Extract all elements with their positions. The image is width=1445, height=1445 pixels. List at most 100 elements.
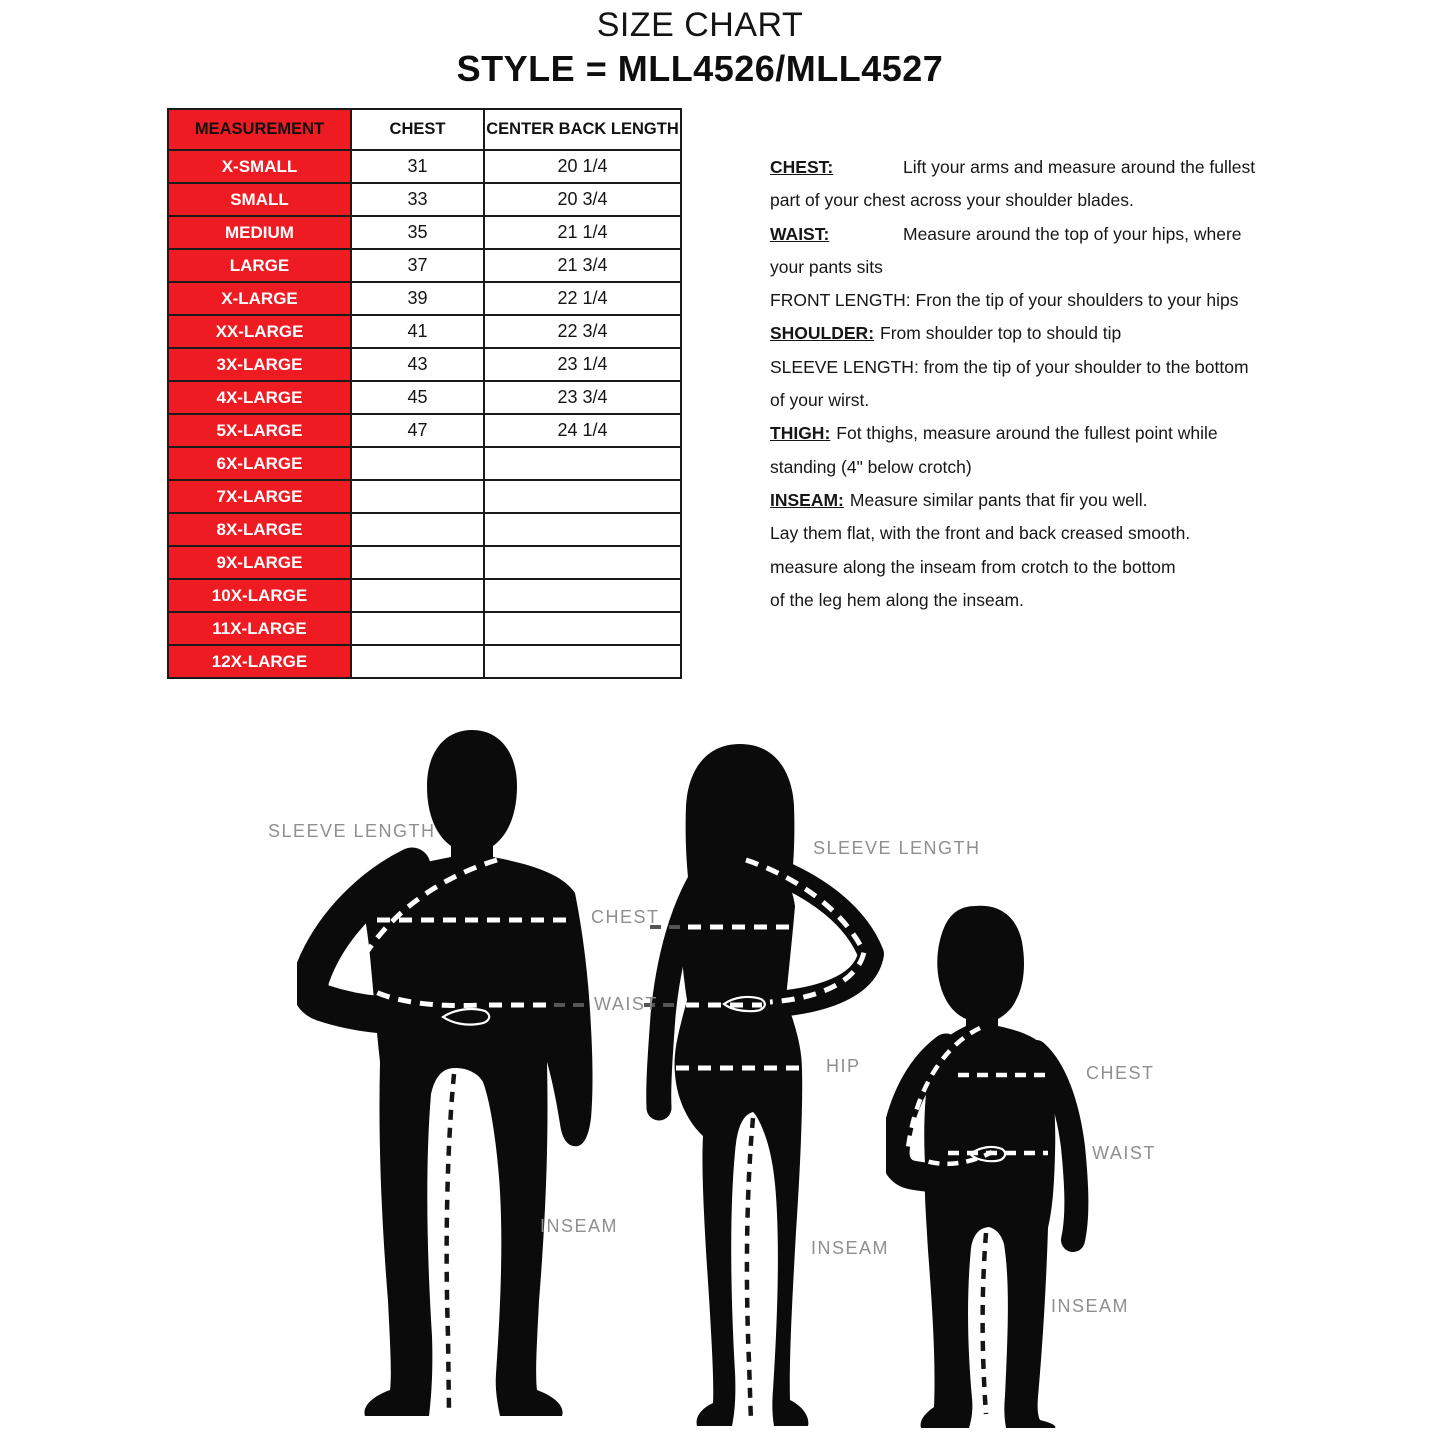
center-back-length-value-cell — [483, 611, 682, 646]
chest-value-cell — [350, 611, 485, 646]
instruction-line: of the leg hem along the inseam. — [770, 584, 1280, 617]
table-row: 8X-LARGE — [167, 512, 682, 547]
woman-silhouette — [644, 744, 884, 1426]
chest-value-cell: 43 — [350, 347, 485, 382]
instruction-line: measure along the inseam from crotch to … — [770, 551, 1280, 584]
man-sleeve-dash-line — [350, 857, 498, 1008]
woman-body — [674, 862, 809, 1426]
chest-value-cell: 47 — [350, 413, 485, 448]
instruction-line: SLEEVE LENGTH: from the tip of your shou… — [770, 351, 1280, 384]
child-inseam-label: INSEAM — [1051, 1296, 1130, 1316]
center-back-length-value-cell: 21 3/4 — [483, 248, 682, 283]
center-back-length-value-cell — [483, 446, 682, 481]
child-bent-arm — [886, 1033, 1015, 1192]
table-row: 5X-LARGE 47 24 1/4 — [167, 413, 682, 448]
table-row: 4X-LARGE 45 23 3/4 — [167, 380, 682, 415]
man-inseam-label: INSEAM — [540, 1216, 619, 1236]
child-chest-label: CHEST — [1086, 1063, 1155, 1083]
woman-hand-outline — [722, 995, 766, 1013]
table-row: 12X-LARGE — [167, 644, 682, 679]
chest-value-cell — [350, 479, 485, 514]
size-cell: 5X-LARGE — [167, 413, 352, 448]
instruction-line: SHOULDER: From shoulder top to should tip — [770, 317, 1280, 350]
man-silhouette — [297, 730, 593, 1416]
child-silhouette — [886, 905, 1089, 1428]
table-row: X-SMALL 31 20 1/4 — [167, 149, 682, 184]
size-cell: 12X-LARGE — [167, 644, 352, 679]
instruction-term: CHEST: — [770, 157, 834, 177]
size-cell: 7X-LARGE — [167, 479, 352, 514]
center-back-length-value-cell: 22 3/4 — [483, 314, 682, 349]
man-chest-label: CHEST — [591, 907, 660, 927]
center-back-length-value-cell — [483, 512, 682, 547]
col-header-measurement: MEASUREMENT — [167, 108, 352, 151]
child-straight-arm — [1024, 1040, 1089, 1252]
center-back-length-value-cell — [483, 479, 682, 514]
instruction-term: INSEAM: — [770, 489, 844, 510]
size-chart-table: MEASUREMENT CHEST CENTER BACK LENGTH X-SMA… — [167, 108, 682, 679]
instruction-term: SHOULDER: — [770, 323, 875, 344]
woman-straight-arm — [646, 855, 721, 1121]
instruction-line: of your wirst. — [770, 384, 1280, 417]
instruction-line: INSEAM: Measure similar pants that fir yo… — [770, 484, 1280, 517]
center-back-length-value-cell: 21 1/4 — [483, 215, 682, 250]
child-sleeve-dash-line — [905, 1025, 994, 1167]
instruction-term: WAIST: — [770, 223, 830, 244]
center-back-length-value-cell: 23 3/4 — [483, 380, 682, 415]
col-header-center-back-length: CENTER BACK LENGTH — [483, 108, 682, 151]
man-inseam-dash-line — [444, 1073, 457, 1413]
instruction-text: of your wirst. — [770, 390, 870, 411]
instruction-line: part of your chest across your shoulder … — [770, 184, 1280, 217]
table-row: XX-LARGE 41 22 3/4 — [167, 314, 682, 349]
woman-bent-arm — [752, 857, 884, 1018]
table-row: 10X-LARGE — [167, 578, 682, 613]
woman-sleeve-length-label: SLEEVE LENGTH — [813, 838, 981, 858]
title-block: SIZE CHART STYLE = MLL4526/MLL4527 — [0, 6, 1400, 90]
table-header-row: MEASUREMENT CHEST CENTER BACK LENGTH — [167, 108, 682, 151]
instruction-text: of the leg hem along the inseam. — [770, 589, 1024, 610]
chest-value-cell: 41 — [350, 314, 485, 349]
chest-value-cell: 45 — [350, 380, 485, 415]
instruction-text: measure along the inseam from crotch to … — [770, 556, 1176, 577]
table-row: 11X-LARGE — [167, 611, 682, 646]
child-hand-outline — [968, 1145, 1007, 1163]
chest-value-cell — [350, 545, 485, 580]
instruction-text: From shoulder top to should tip — [880, 323, 1122, 344]
instruction-line: CHEST: Lift your arms and measure around … — [770, 151, 1280, 184]
woman-hip-label: HIP — [826, 1056, 861, 1076]
instruction-line: standing (4" below crotch) — [770, 451, 1280, 484]
size-cell: X-SMALL — [167, 149, 352, 184]
instruction-text: your pants sits — [770, 256, 883, 277]
chest-value-cell — [350, 512, 485, 547]
size-cell: 11X-LARGE — [167, 611, 352, 646]
size-cell: 6X-LARGE — [167, 446, 352, 481]
man-waist-label: WAIST — [594, 994, 658, 1014]
chest-value-cell — [350, 578, 485, 613]
instruction-line: your pants sits — [770, 251, 1280, 284]
table-row: 3X-LARGE 43 23 1/4 — [167, 347, 682, 382]
chest-value-cell — [350, 446, 485, 481]
instruction-term: THIGH: — [770, 423, 831, 444]
table-row: LARGE 37 21 3/4 — [167, 248, 682, 283]
instruction-text: Fot thighs, measure around the fullest p… — [836, 423, 1218, 444]
col-header-chest: CHEST — [350, 108, 485, 151]
center-back-length-value-cell: 24 1/4 — [483, 413, 682, 448]
size-cell: X-LARGE — [167, 281, 352, 316]
measurement-instructions: CHEST: Lift your arms and measure around … — [770, 151, 1280, 617]
table-row: MEDIUM 35 21 1/4 — [167, 215, 682, 250]
instruction-text: FRONT LENGTH: Fron the tip of your shoul… — [770, 290, 1239, 311]
instruction-text: part of your chest across your shoulder … — [770, 190, 1134, 211]
size-cell: XX-LARGE — [167, 314, 352, 349]
table-row: 7X-LARGE — [167, 479, 682, 514]
man-sleeve-length-label: SLEEVE LENGTH — [268, 821, 436, 841]
center-back-length-value-cell: 23 1/4 — [483, 347, 682, 382]
page-title: SIZE CHART — [596, 6, 804, 44]
page-subtitle: STYLE = MLL4526/MLL4527 — [456, 48, 944, 89]
table-row: 6X-LARGE — [167, 446, 682, 481]
center-back-length-value-cell: 22 1/4 — [483, 281, 682, 316]
size-cell: SMALL — [167, 182, 352, 217]
woman-inseam-label: INSEAM — [811, 1238, 890, 1258]
size-cell: MEDIUM — [167, 215, 352, 250]
center-back-length-value-cell — [483, 545, 682, 580]
